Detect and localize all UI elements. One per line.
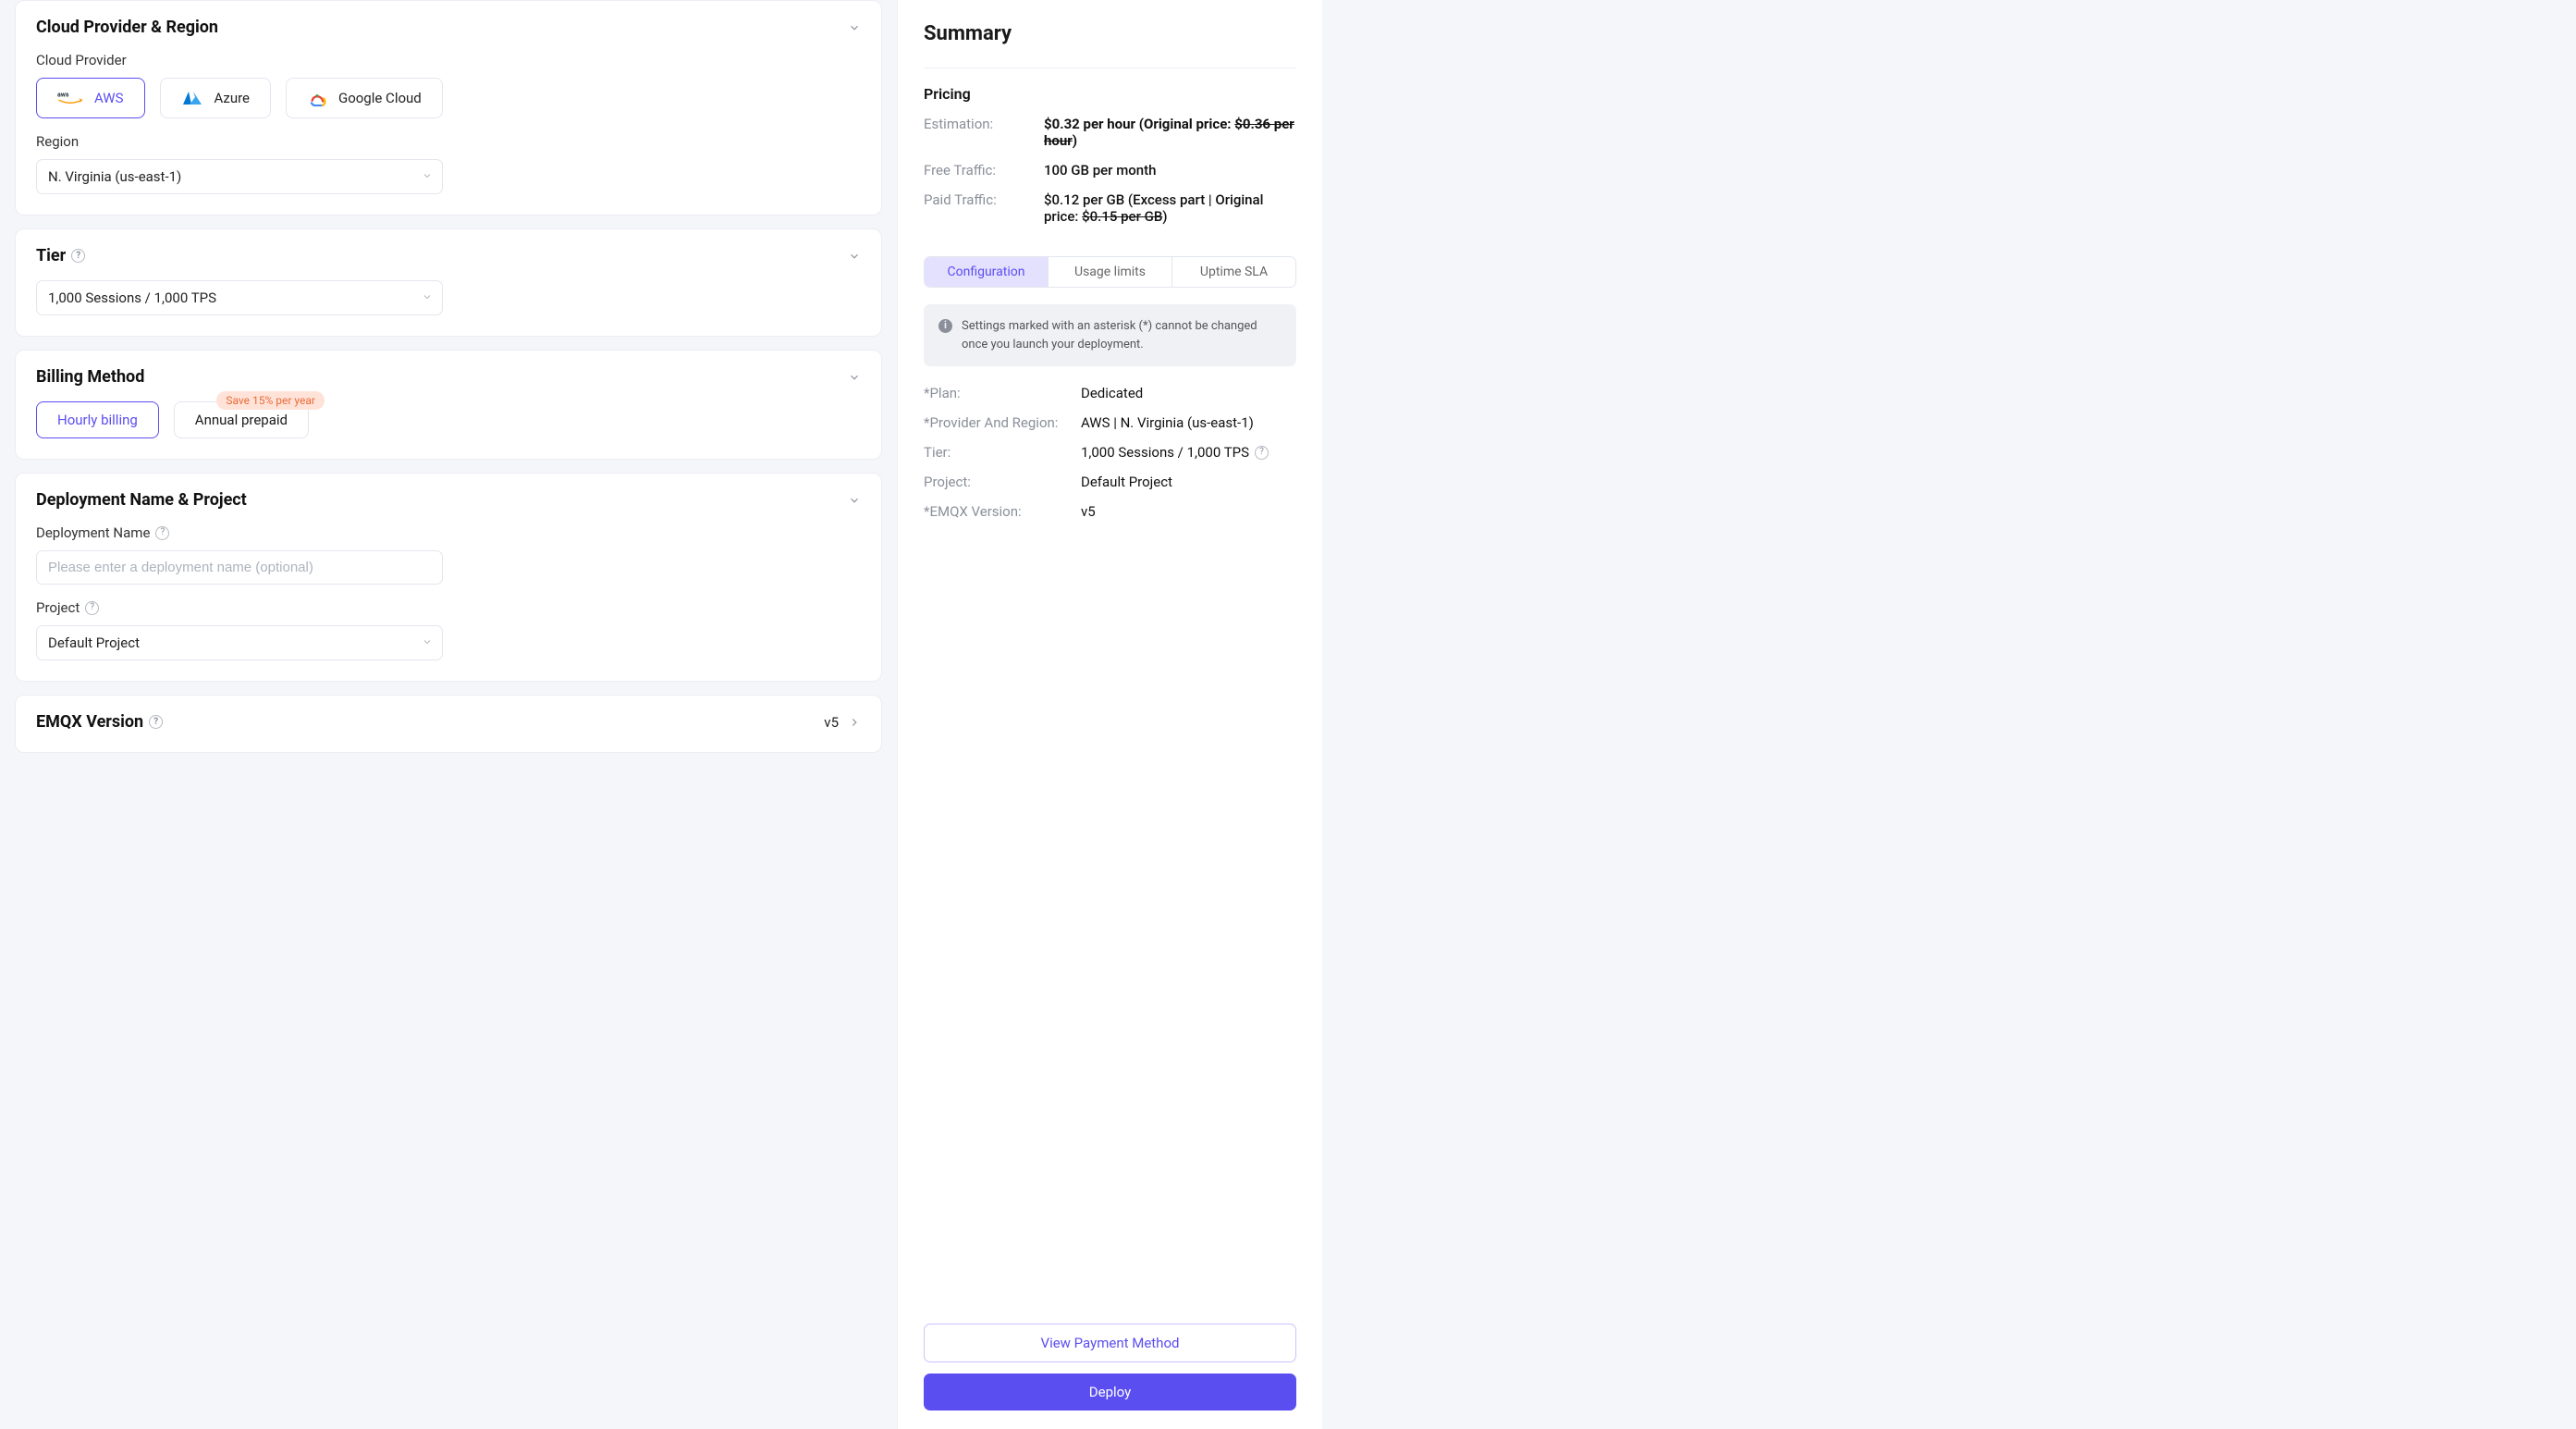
provider-label-aws: AWS	[94, 90, 124, 106]
provider-label-gcp: Google Cloud	[338, 90, 422, 106]
provider-option-aws[interactable]: aws AWS	[36, 78, 145, 118]
view-payment-button[interactable]: View Payment Method	[924, 1324, 1296, 1362]
card-deployment: Deployment Name & Project Deployment Nam…	[15, 473, 882, 682]
pricing-row-paid-traffic: Paid Traffic: $0.12 per GB (Excess part …	[924, 191, 1296, 225]
billing-option-annual[interactable]: Annual prepaid Save 15% per year	[174, 401, 309, 438]
tier-value: 1,000 Sessions / 1,000 TPS	[48, 289, 216, 306]
project-select[interactable]: Default Project	[36, 625, 443, 660]
summary-tabs: Configuration Usage limits Uptime SLA	[924, 256, 1296, 288]
pricing-heading: Pricing	[924, 85, 1296, 103]
billing-options: Hourly billing Annual prepaid Save 15% p…	[36, 401, 861, 438]
info-box: i Settings marked with an asterisk (*) c…	[924, 304, 1296, 366]
info-icon: i	[938, 319, 952, 333]
version-value-wrap: v5	[824, 714, 861, 731]
free-traffic-value: 100 GB per month	[1044, 162, 1296, 179]
region-select[interactable]: N. Virginia (us-east-1)	[36, 159, 443, 194]
chevron-down-icon	[848, 371, 861, 384]
label-region: Region	[36, 133, 861, 150]
label-project: Project ?	[36, 599, 861, 616]
card-header-version[interactable]: EMQX Version ? v5	[36, 712, 861, 732]
help-icon[interactable]: ?	[155, 526, 169, 540]
project-value: Default Project	[48, 634, 140, 651]
chevron-down-icon	[422, 168, 433, 185]
billing-hourly-label: Hourly billing	[57, 412, 138, 428]
provider-option-azure[interactable]: Azure	[160, 78, 271, 118]
save-badge: Save 15% per year	[216, 391, 325, 410]
chevron-down-icon	[848, 250, 861, 263]
config-rows: *Plan: Dedicated *Provider And Region: A…	[924, 385, 1296, 533]
billing-annual-label: Annual prepaid	[195, 412, 288, 428]
label-deployment-name: Deployment Name ?	[36, 524, 861, 541]
card-billing: Billing Method Hourly billing Annual pre…	[15, 350, 882, 460]
deployment-name-label-text: Deployment Name	[36, 524, 150, 541]
provider-label-azure: Azure	[215, 90, 250, 106]
free-traffic-label: Free Traffic:	[924, 162, 1044, 179]
tier-select[interactable]: 1,000 Sessions / 1,000 TPS	[36, 280, 443, 315]
label-cloud-provider: Cloud Provider	[36, 52, 861, 68]
version-title-text: EMQX Version	[36, 712, 143, 732]
config-row-provider-region: *Provider And Region: AWS | N. Virginia …	[924, 414, 1296, 431]
deployment-name-input[interactable]	[36, 550, 443, 585]
card-tier: Tier ? 1,000 Sessions / 1,000 TPS	[15, 228, 882, 337]
paid-traffic-value: $0.12 per GB (Excess part | Original pri…	[1044, 191, 1296, 225]
svg-text:aws: aws	[57, 92, 69, 99]
help-icon[interactable]: ?	[1255, 446, 1269, 460]
card-header-tier[interactable]: Tier ?	[36, 246, 861, 265]
card-cloud-provider: Cloud Provider & Region Cloud Provider a…	[15, 0, 882, 216]
card-header-billing[interactable]: Billing Method	[36, 367, 861, 387]
tab-uptime-sla[interactable]: Uptime SLA	[1172, 257, 1295, 287]
card-header-cloud-provider[interactable]: Cloud Provider & Region	[36, 18, 861, 37]
chevron-down-icon	[848, 21, 861, 34]
card-title-cloud-provider: Cloud Provider & Region	[36, 18, 218, 37]
card-title-deployment: Deployment Name & Project	[36, 490, 247, 510]
main-column: Cloud Provider & Region Cloud Provider a…	[0, 0, 897, 1429]
card-title-version: EMQX Version ?	[36, 712, 163, 732]
help-icon[interactable]: ?	[149, 715, 163, 729]
card-version: EMQX Version ? v5	[15, 695, 882, 753]
summary-panel: Summary Pricing Estimation: $0.32 per ho…	[897, 0, 1322, 1429]
provider-option-gcp[interactable]: Google Cloud	[286, 78, 443, 118]
summary-title: Summary	[924, 22, 1296, 45]
chevron-down-icon	[848, 494, 861, 507]
card-title-billing: Billing Method	[36, 367, 144, 387]
chevron-down-icon	[422, 289, 433, 306]
deploy-button[interactable]: Deploy	[924, 1374, 1296, 1411]
tab-usage-limits[interactable]: Usage limits	[1049, 257, 1172, 287]
provider-options: aws AWS Azure Google Cloud	[36, 78, 861, 118]
google-cloud-icon	[307, 90, 327, 106]
azure-icon	[181, 90, 203, 106]
tier-title-text: Tier	[36, 246, 66, 265]
config-row-version: *EMQX Version: v5	[924, 503, 1296, 520]
info-text: Settings marked with an asterisk (*) can…	[962, 317, 1282, 353]
help-icon[interactable]: ?	[71, 249, 85, 263]
version-value: v5	[824, 714, 839, 731]
config-row-plan: *Plan: Dedicated	[924, 385, 1296, 401]
chevron-right-icon	[848, 716, 861, 729]
tab-configuration[interactable]: Configuration	[925, 257, 1049, 287]
billing-option-hourly[interactable]: Hourly billing	[36, 401, 159, 438]
aws-icon: aws	[57, 90, 83, 106]
estimation-value: $0.32 per hour (Original price: $0.36 pe…	[1044, 116, 1296, 149]
config-row-tier: Tier: 1,000 Sessions / 1,000 TPS ?	[924, 444, 1296, 461]
region-value: N. Virginia (us-east-1)	[48, 168, 181, 185]
pricing-row-free-traffic: Free Traffic: 100 GB per month	[924, 162, 1296, 179]
chevron-down-icon	[422, 634, 433, 651]
project-label-text: Project	[36, 599, 80, 616]
card-title-tier: Tier ?	[36, 246, 85, 265]
estimation-label: Estimation:	[924, 116, 1044, 149]
paid-traffic-label: Paid Traffic:	[924, 191, 1044, 225]
pricing-row-estimation: Estimation: $0.32 per hour (Original pri…	[924, 116, 1296, 149]
card-header-deployment[interactable]: Deployment Name & Project	[36, 490, 861, 510]
help-icon[interactable]: ?	[85, 601, 99, 615]
config-row-project: Project: Default Project	[924, 474, 1296, 490]
